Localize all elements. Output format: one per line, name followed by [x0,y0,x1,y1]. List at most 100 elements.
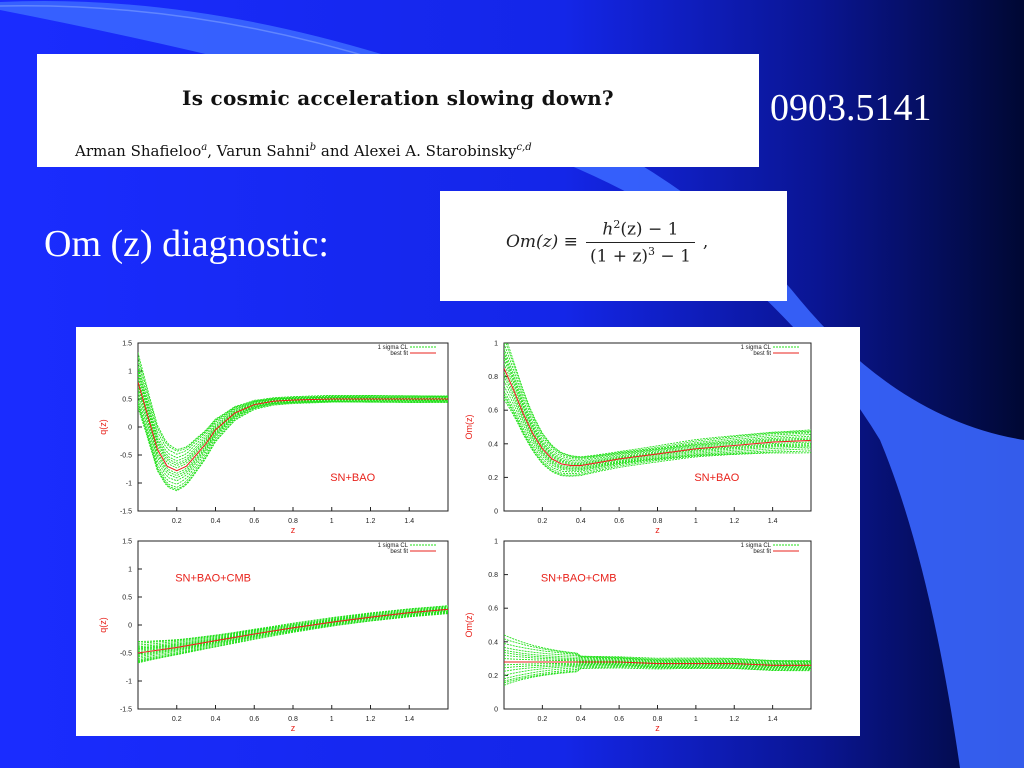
sigma-curve [504,399,811,477]
sigma-curve [504,352,811,462]
x-tick-label: 1.4 [404,716,414,723]
sigma-curve [138,352,448,451]
y-tick-label: 0.4 [488,441,498,448]
author-name: Varun Sahni [216,142,310,160]
sigma-curve [138,366,448,459]
y-tick-label: 1 [128,369,132,376]
y-tick-label: 0.4 [488,639,498,646]
y-tick-label: 1 [494,341,498,348]
y-tick-label: 0 [128,425,132,432]
sigma-curve [504,662,811,667]
sigma-curve [138,356,448,452]
sigma-curve [504,385,811,471]
x-tick-label: 1.2 [366,716,376,723]
y-axis-label: Om(z) [464,613,474,638]
legend-label: 1 sigma CL [741,345,772,351]
sigma-curve [504,664,811,680]
x-tick-label: 0.2 [172,518,182,525]
x-tick-label: 1 [694,716,698,723]
sigma-curve [504,665,811,682]
sigma-curve [504,375,811,469]
formula-trail: , [702,232,709,253]
x-tick-label: 0.6 [249,518,259,525]
x-axis-label: z [291,525,296,535]
x-tick-label: 0.4 [211,518,221,525]
y-tick-label: 0.2 [488,673,498,680]
author-affiliation: b [309,142,317,153]
sigma-curve [138,369,448,462]
best-fit-line [504,367,811,467]
y-tick-label: -0.5 [120,651,132,658]
arxiv-id: 0903.5141 [770,87,932,129]
x-tick-label: 1.4 [768,716,778,723]
sigma-curve [504,380,811,470]
best-fit-line [138,608,448,654]
y-tick-label: 0.2 [488,475,498,482]
formula-numerator: h2(z) − 1 [602,218,679,240]
y-tick-label: 1 [494,539,498,546]
x-tick-label: 0.4 [211,716,221,723]
sigma-curve [138,400,448,488]
formula-denominator: (1 + z)3 − 1 [585,241,695,266]
formula-box: Om(z) ≡ h2(z) − 1 (1 + z)3 − 1 , [440,191,787,301]
sigma-curve [504,658,811,666]
author-separator: and [316,142,354,160]
sigma-curve [138,612,448,663]
y-tick-label: 0 [494,509,498,516]
x-tick-label: 1.4 [404,518,414,525]
x-tick-label: 0.8 [288,716,298,723]
sigma-curve [504,355,811,463]
y-tick-label: -1 [126,679,132,686]
sigma-curve [504,393,811,475]
x-tick-label: 0.8 [288,518,298,525]
y-tick-label: 0.8 [488,572,498,579]
panel-annotation: SN+BAO+CMB [175,572,251,584]
sigma-curve [504,666,811,684]
x-axis-label: z [655,525,660,535]
x-tick-label: 0.2 [538,518,548,525]
y-tick-label: 1 [128,567,132,574]
y-tick-label: -1.5 [120,509,132,516]
sigma-curve [504,654,811,665]
author-name: Arman Shafieloo [75,142,202,160]
y-axis-label: q(z) [98,419,108,435]
sigma-curve [138,607,448,650]
sigma-curve [507,343,811,458]
sigma-curve [504,651,811,665]
sigma-curve [504,643,811,662]
sigma-curve [504,348,811,460]
x-tick-label: 0.6 [614,716,624,723]
sigma-curve [504,395,811,476]
legend-label: best fit [390,549,408,555]
x-tick-label: 1 [330,716,334,723]
legend-label: 1 sigma CL [378,543,409,549]
panel-annotation: SN+BAO [330,472,375,484]
sigma-curve [504,359,811,464]
legend-label: best fit [753,549,771,555]
y-tick-label: 0.6 [488,606,498,613]
legend-label: 1 sigma CL [741,543,772,549]
plot-frame [503,342,812,512]
sigma-curve [138,607,448,651]
legend-label: best fit [753,351,771,357]
author-affiliation: c,d [516,142,532,153]
x-tick-label: 0.4 [576,716,586,723]
author-affiliation: a [201,142,208,153]
author-name: Alexei A. Starobinsky [353,142,517,160]
diagnostic-label: Om (z) diagnostic: [44,223,329,265]
sigma-curve [504,343,811,459]
chart-panel: 0.2 0.4 0.6 0.8 1 1.2 1.4 1.5 1 0.5 0 -0.5 -1 -1.5 z q(… [98,539,449,733]
y-tick-label: -1.5 [120,707,132,714]
sigma-curve [504,390,811,473]
sigma-curve [504,649,811,664]
sigma-curve [504,363,811,465]
formula-lhs: Om(z) ≡ [506,232,578,253]
om-formula: Om(z) ≡ h2(z) − 1 (1 + z)3 − 1 , [506,218,708,266]
y-tick-label: 1.5 [122,539,132,546]
best-fit-line [504,661,811,666]
x-tick-label: 0.8 [653,716,663,723]
chart-panel: 0.2 0.4 0.6 0.8 1 1.2 1.4 1.5 1 0.5 0 -0.5 -1 -1.5 z q(… [98,341,449,535]
y-tick-label: 0.6 [488,408,498,415]
paper-authors: Arman Shafielooa, Varun Sahnib and Alexe… [75,142,532,160]
y-tick-label: 0.8 [488,374,498,381]
